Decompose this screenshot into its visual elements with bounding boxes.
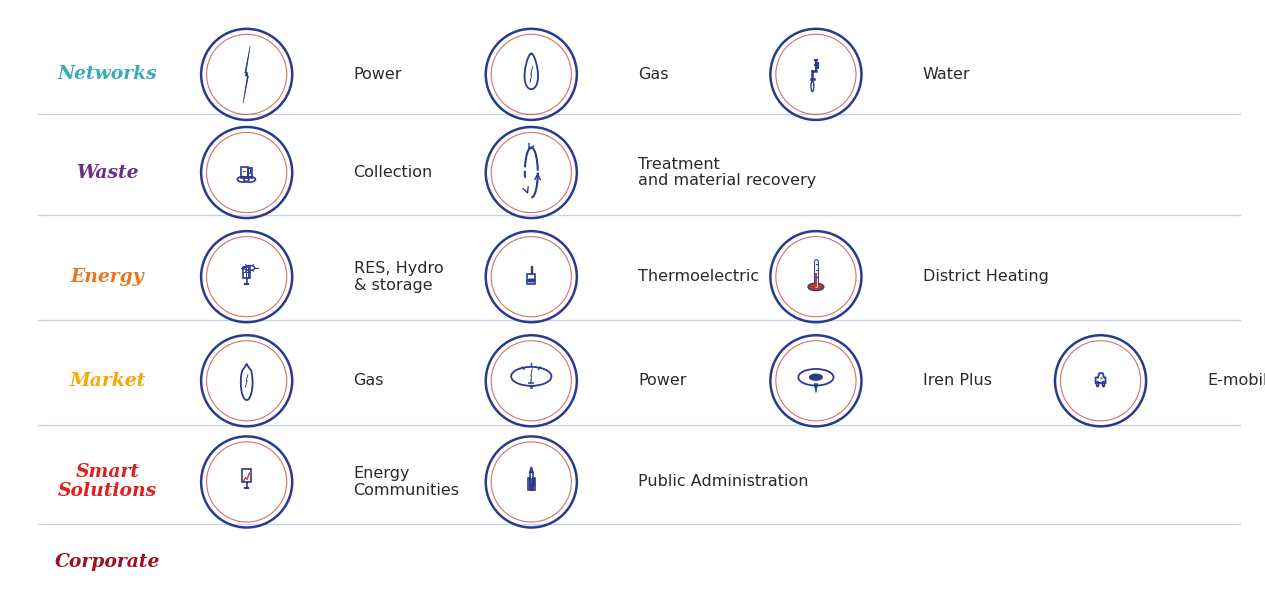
Bar (248, 168, 250, 173)
Bar (530, 472, 533, 490)
Circle shape (810, 374, 822, 380)
Text: Treatment: Treatment (639, 156, 720, 172)
Text: Public Administration: Public Administration (639, 474, 808, 490)
Bar (531, 267, 533, 274)
Bar (528, 274, 535, 284)
Text: Water: Water (923, 67, 970, 82)
Polygon shape (815, 384, 817, 393)
Text: E-mobility: E-mobility (1208, 373, 1265, 389)
Text: Collection: Collection (354, 165, 433, 180)
Bar (533, 478, 535, 490)
Bar (242, 469, 252, 483)
Text: Iren Plus: Iren Plus (923, 373, 992, 389)
Text: & storage: & storage (354, 277, 433, 293)
Text: Networks: Networks (58, 65, 157, 83)
Bar (243, 267, 250, 278)
Bar (528, 478, 530, 490)
Text: Smart: Smart (76, 464, 139, 481)
Text: RES, Hydro: RES, Hydro (354, 261, 443, 276)
Polygon shape (530, 368, 533, 381)
Circle shape (808, 283, 824, 290)
Text: Energy: Energy (354, 466, 410, 481)
Text: Corporate: Corporate (54, 553, 161, 571)
Polygon shape (243, 46, 250, 103)
Text: Thermoelectric: Thermoelectric (639, 269, 759, 284)
Text: Market: Market (70, 372, 145, 390)
Text: Gas: Gas (639, 67, 669, 82)
Text: ⚡: ⚡ (1098, 376, 1103, 382)
Text: and material recovery: and material recovery (639, 173, 816, 189)
Text: Power: Power (354, 67, 402, 82)
Bar (248, 168, 252, 178)
Text: District Heating: District Heating (923, 269, 1049, 284)
Text: Waste: Waste (76, 164, 139, 181)
Text: Energy: Energy (71, 268, 144, 286)
Polygon shape (530, 66, 533, 83)
Text: Power: Power (639, 373, 687, 389)
Text: Solutions: Solutions (58, 483, 157, 500)
Text: Communities: Communities (354, 483, 459, 498)
Polygon shape (245, 374, 248, 387)
Bar (242, 167, 248, 178)
Text: Gas: Gas (354, 373, 385, 389)
